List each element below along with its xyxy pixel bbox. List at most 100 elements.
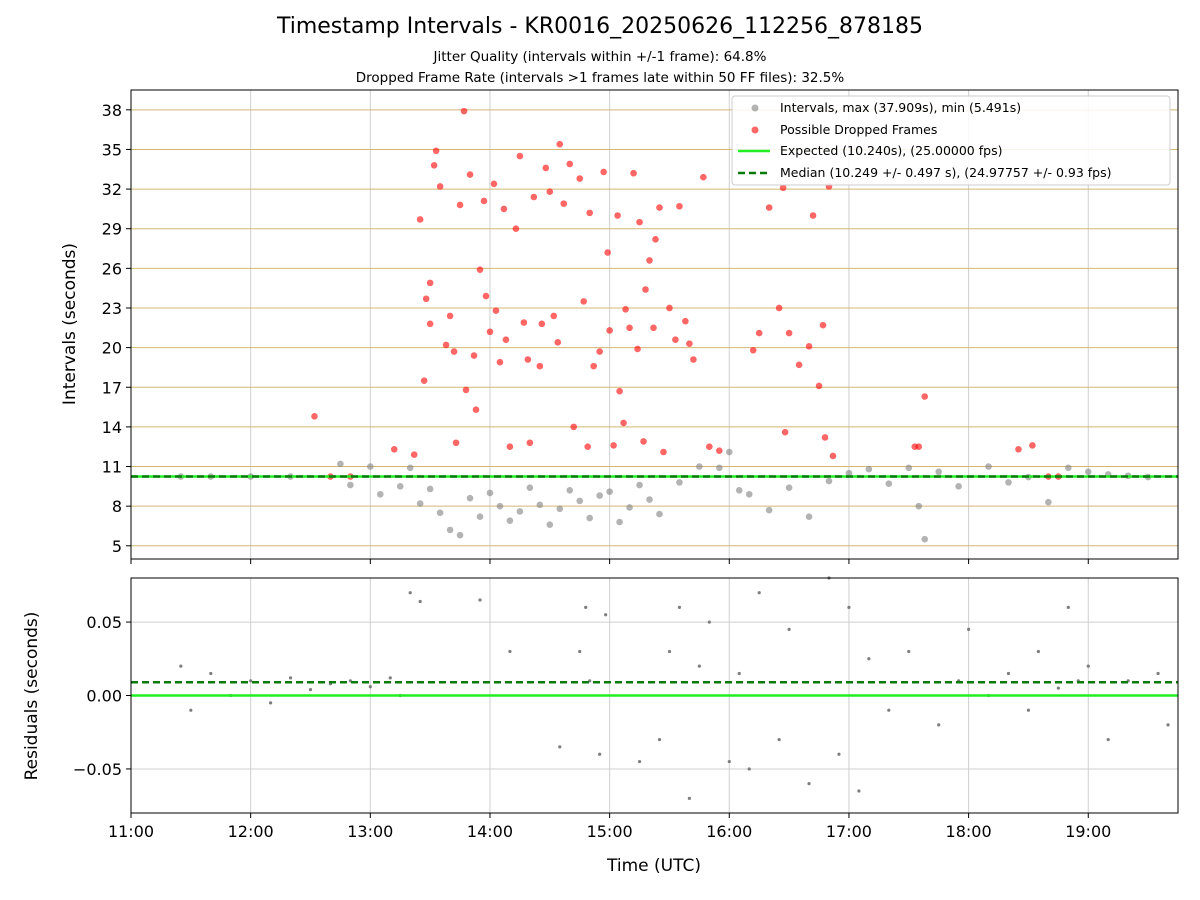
top-y-tick-label: 38 [102,101,122,120]
dropped-frame-point [660,448,667,456]
interval-point [426,485,434,493]
dropped-frame-point [566,160,574,168]
x-tick-label: 15:00 [587,822,633,841]
dropped-frame-point [460,107,468,115]
dropped-frame-point [476,266,484,273]
dropped-frame-point [765,204,773,211]
dropped-frame-point [915,443,923,451]
x-tick-label: 17:00 [826,822,872,841]
residual-point [807,782,811,786]
legend-label-expected: Expected (10.240s), (25.00000 fps) [780,143,1002,158]
dropped-frame-point [546,188,554,196]
dropped-frame-point [682,317,689,325]
dropped-frame-point [516,152,524,160]
residual-point [677,605,682,609]
interval-point [636,481,643,489]
interval-point [376,490,384,498]
dropped-frame-point [921,393,929,400]
residual-point [637,759,642,764]
dropped-frame-point [775,304,783,312]
interval-point [526,484,534,491]
interval-point [416,500,424,507]
residual-point [1036,649,1040,654]
x-tick-label: 16:00 [706,822,752,841]
residual-point [667,649,672,654]
top-y-tick-label: 35 [102,140,122,159]
dropped-frame-point [470,352,478,359]
residual-point [269,701,273,705]
dropped-frame-point [604,249,611,256]
residual-point [887,708,891,712]
dropped-frame-point [829,452,837,460]
residual-point [1066,605,1070,609]
top-y-tick-label: 5 [112,537,122,556]
interval-point [566,487,574,494]
dropped-frame-point [472,406,480,414]
residual-point [687,796,692,800]
interval-point [905,464,913,472]
dropped-frame-point [666,304,673,312]
dropped-frame-point [590,362,597,370]
dropped-frame-point [560,200,568,207]
residual-point [558,745,562,749]
dropped-frame-point [462,386,470,394]
dropped-frame-point [626,324,633,332]
dropped-frame-point [311,413,318,420]
interval-point [546,521,554,528]
residual-point [604,613,608,617]
interval-point [436,509,444,517]
interval-point [337,460,344,468]
dropped-frame-point [622,306,629,313]
interval-point [716,464,723,472]
interval-point [885,480,893,487]
interval-point [696,463,703,470]
interval-point [536,501,544,509]
residual-point [584,605,588,609]
interval-point [626,504,633,511]
legend: Intervals, max (37.909s), min (5.491s) P… [731,95,1171,186]
dropped-frame-point [536,362,544,370]
residual-point [249,679,253,683]
residual-point [189,708,193,712]
x-tick-label: 11:00 [108,822,154,841]
interval-point [556,505,564,513]
residual-point [707,620,711,624]
residual-point [737,671,741,676]
dropped-frame-point [805,342,813,350]
dropped-frame-point [676,202,683,210]
interval-point [725,448,733,456]
dropped-frame-point [716,447,723,454]
dropped-frame-point [446,312,454,320]
interval-point [985,463,992,470]
dropped-frame-point [576,175,584,182]
top-y-tick-label: 14 [102,418,122,437]
dropped-frame-point [650,324,657,332]
dropped-frame-point [749,346,757,354]
residual-point [179,664,183,668]
residual-point [777,737,781,742]
residual-point [508,649,512,654]
dropped-frame-point [610,442,617,449]
dropped-frame-point [809,212,817,219]
dropped-frame-point [580,298,588,305]
residual-point [1106,737,1110,742]
dropped-frame-point [502,336,510,343]
dropped-frame-point [672,336,679,343]
dropped-frame-point [642,286,649,293]
dropped-frame-point [570,423,578,431]
dropped-frame-point [450,348,458,355]
residual-point [1056,686,1060,690]
dropped-frame-point [781,428,789,436]
legend-label-median: Median (10.249 +/- 0.497 s), (24.97757 +… [780,165,1111,180]
interval-point [516,508,524,515]
dropped-frame-point [466,171,474,178]
interval-point [865,465,873,473]
dropped-frame-point [706,443,713,451]
dropped-frame-point [815,382,823,390]
interval-point [586,514,593,522]
top-panel-frame [130,89,1179,560]
interval-point [476,513,484,521]
top-panel-marks [131,107,1178,543]
interval-point [446,526,454,534]
residual-point [408,591,412,595]
